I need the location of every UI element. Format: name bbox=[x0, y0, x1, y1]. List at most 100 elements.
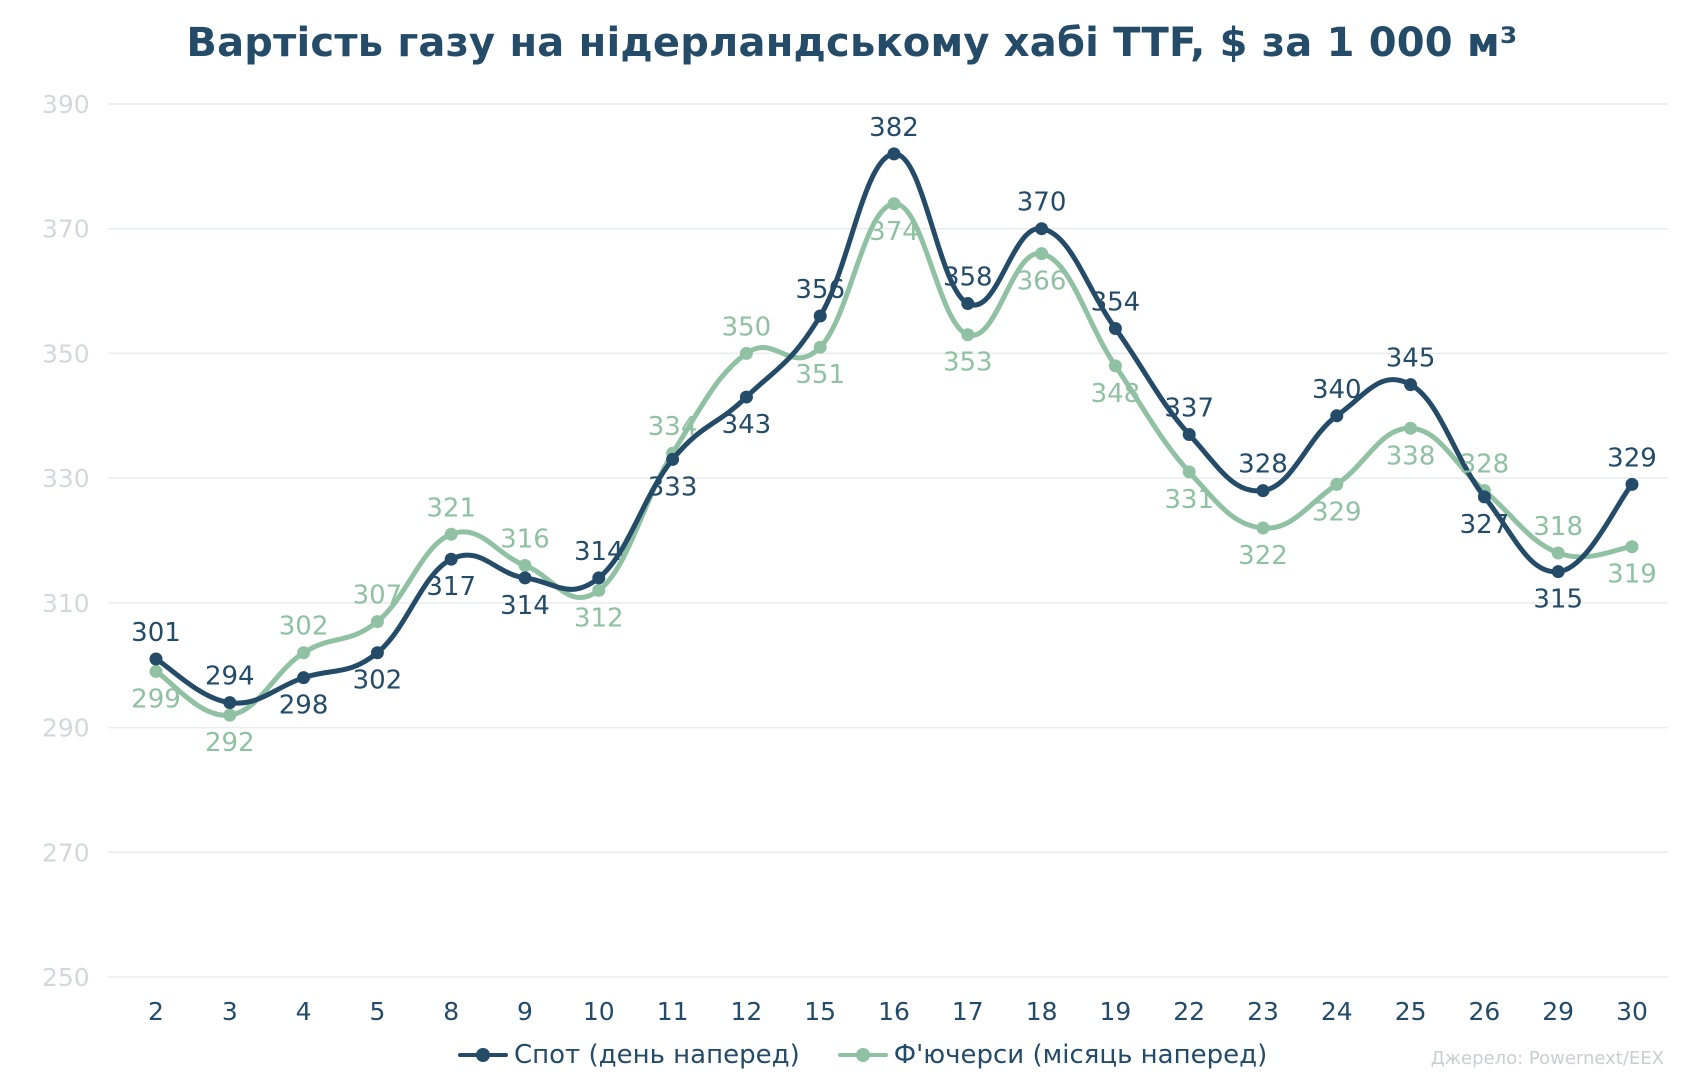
point-spot-2 bbox=[149, 652, 163, 666]
grid-lines bbox=[108, 103, 1668, 978]
legend-item-futures: Ф'ючерси (місяць наперед) bbox=[837, 1040, 1268, 1070]
point-futures-30 bbox=[1625, 540, 1639, 554]
point-futures-10 bbox=[592, 583, 606, 597]
data-label-spot: 314 bbox=[500, 591, 550, 621]
legend-label-futures: Ф'ючерси (місяць наперед) bbox=[893, 1040, 1268, 1070]
point-spot-15 bbox=[813, 309, 827, 323]
point-futures-12 bbox=[739, 346, 753, 360]
x-tick-label: 11 bbox=[657, 997, 689, 1026]
point-spot-29 bbox=[1551, 565, 1565, 579]
legend-label-spot: Спот (день наперед) bbox=[514, 1040, 800, 1070]
data-label-futures: 348 bbox=[1091, 379, 1141, 409]
x-axis-ticks: 2 3 4 5 8 9 10 11 12 15 16 17 18 19 22 23 24 25 26 29 30 bbox=[148, 997, 1648, 1026]
y-tick-label: 310 bbox=[42, 589, 90, 618]
data-label-futures: 366 bbox=[1017, 267, 1067, 297]
point-spot-8 bbox=[444, 552, 458, 566]
data-label-futures: 322 bbox=[1238, 541, 1288, 571]
point-spot-23 bbox=[1256, 484, 1270, 498]
point-futures-5 bbox=[370, 615, 384, 629]
point-spot-11 bbox=[666, 452, 680, 466]
x-tick-label: 16 bbox=[878, 997, 910, 1026]
point-spot-5 bbox=[370, 646, 384, 660]
legend-swatch-spot bbox=[458, 1045, 508, 1065]
point-spot-9 bbox=[518, 571, 532, 585]
data-label-spot: 358 bbox=[943, 263, 993, 293]
point-spot-16 bbox=[887, 147, 901, 161]
point-spot-25 bbox=[1404, 378, 1418, 392]
data-label-spot: 317 bbox=[426, 572, 476, 602]
data-label-futures: 353 bbox=[943, 348, 993, 378]
data-label-futures: 321 bbox=[426, 493, 476, 523]
data-label-spot: 337 bbox=[1164, 393, 1214, 423]
point-spot-30 bbox=[1625, 477, 1639, 491]
data-label-spot: 327 bbox=[1460, 510, 1510, 540]
data-label-spot: 356 bbox=[795, 275, 845, 305]
y-tick-label: 250 bbox=[42, 963, 90, 992]
y-tick-label: 290 bbox=[42, 714, 90, 743]
data-label-futures: 329 bbox=[1312, 497, 1362, 527]
data-label-spot: 370 bbox=[1017, 188, 1067, 218]
point-futures-15 bbox=[813, 340, 827, 354]
data-label-futures: 319 bbox=[1607, 560, 1657, 590]
point-futures-23 bbox=[1256, 521, 1270, 535]
x-tick-label: 4 bbox=[296, 997, 312, 1026]
data-label-spot: 302 bbox=[353, 666, 403, 696]
x-tick-label: 30 bbox=[1616, 997, 1648, 1026]
point-futures-19 bbox=[1108, 359, 1122, 373]
point-futures-16 bbox=[887, 197, 901, 211]
y-axis-ticks: 250 270 290 310 330 350 370 390 bbox=[42, 90, 90, 992]
chart-title: Вартість газу на нідерландському хабі TT… bbox=[186, 20, 1518, 66]
data-label-futures: 307 bbox=[353, 581, 403, 611]
point-futures-22 bbox=[1182, 465, 1196, 479]
y-tick-label: 270 bbox=[42, 838, 90, 867]
data-labels-layer: 301 299 294 292 298 302 302 307 317 321 314 316 314 3… bbox=[131, 113, 1657, 758]
data-label-spot: 340 bbox=[1312, 375, 1362, 405]
data-label-spot: 328 bbox=[1238, 450, 1288, 480]
x-tick-label: 8 bbox=[443, 997, 459, 1026]
point-futures-4 bbox=[297, 646, 311, 660]
x-tick-label: 10 bbox=[583, 997, 615, 1026]
point-spot-4 bbox=[297, 671, 311, 685]
point-spot-10 bbox=[592, 571, 606, 585]
data-label-spot: 301 bbox=[131, 618, 181, 648]
point-spot-3 bbox=[223, 696, 237, 710]
data-label-spot: 343 bbox=[722, 410, 772, 440]
source-note: Джерело: Powernext/EEX bbox=[1430, 1048, 1664, 1069]
legend-swatch-futures bbox=[837, 1045, 888, 1065]
x-tick-label: 24 bbox=[1321, 997, 1353, 1026]
x-tick-label: 18 bbox=[1026, 997, 1058, 1026]
point-futures-29 bbox=[1551, 546, 1565, 560]
legend-item-spot: Спот (день наперед) bbox=[458, 1040, 800, 1070]
data-label-futures: 299 bbox=[131, 684, 181, 714]
data-label-spot: 329 bbox=[1607, 443, 1657, 473]
y-tick-label: 350 bbox=[42, 339, 90, 368]
legend: Спот (день наперед) Ф'ючерси (місяць нап… bbox=[458, 1040, 1305, 1070]
point-futures-18 bbox=[1035, 247, 1049, 261]
x-tick-label: 17 bbox=[952, 997, 984, 1026]
point-futures-24 bbox=[1330, 477, 1344, 491]
point-futures-8 bbox=[444, 527, 458, 541]
x-tick-label: 23 bbox=[1247, 997, 1279, 1026]
x-tick-label: 9 bbox=[517, 997, 533, 1026]
point-futures-25 bbox=[1404, 421, 1418, 435]
x-tick-label: 5 bbox=[369, 997, 385, 1026]
point-futures-9 bbox=[518, 558, 532, 572]
data-label-spot: 298 bbox=[279, 691, 329, 721]
data-label-spot: 382 bbox=[869, 113, 919, 143]
data-label-futures: 328 bbox=[1460, 450, 1510, 480]
data-label-futures: 338 bbox=[1386, 441, 1436, 471]
data-label-futures: 316 bbox=[500, 524, 550, 554]
data-label-futures: 374 bbox=[869, 217, 919, 247]
data-label-spot: 315 bbox=[1533, 585, 1583, 615]
data-label-futures: 350 bbox=[722, 312, 772, 342]
x-tick-label: 22 bbox=[1173, 997, 1205, 1026]
data-label-futures: 292 bbox=[205, 728, 255, 758]
point-spot-18 bbox=[1035, 222, 1049, 236]
x-tick-label: 19 bbox=[1099, 997, 1131, 1026]
x-tick-label: 29 bbox=[1542, 997, 1574, 1026]
point-futures-17 bbox=[961, 328, 975, 342]
data-label-spot: 333 bbox=[648, 472, 698, 502]
series-line-spot bbox=[153, 151, 1635, 706]
point-spot-26 bbox=[1477, 490, 1491, 504]
